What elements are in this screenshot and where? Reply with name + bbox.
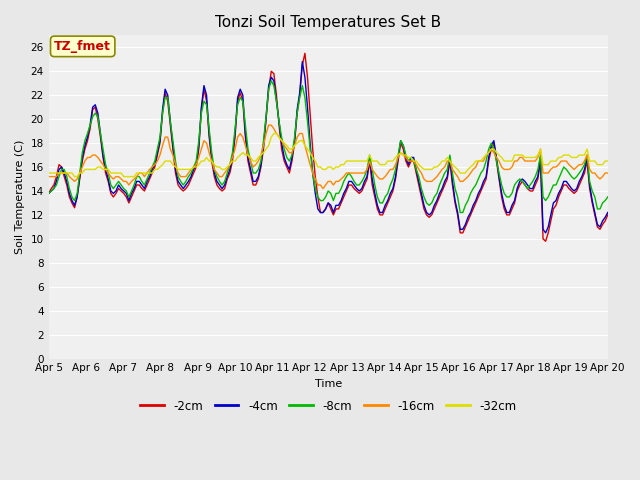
X-axis label: Time: Time — [315, 379, 342, 389]
Title: Tonzi Soil Temperatures Set B: Tonzi Soil Temperatures Set B — [215, 15, 441, 30]
Text: TZ_fmet: TZ_fmet — [54, 40, 111, 53]
Legend: -2cm, -4cm, -8cm, -16cm, -32cm: -2cm, -4cm, -8cm, -16cm, -32cm — [136, 395, 521, 417]
Y-axis label: Soil Temperature (C): Soil Temperature (C) — [15, 140, 25, 254]
